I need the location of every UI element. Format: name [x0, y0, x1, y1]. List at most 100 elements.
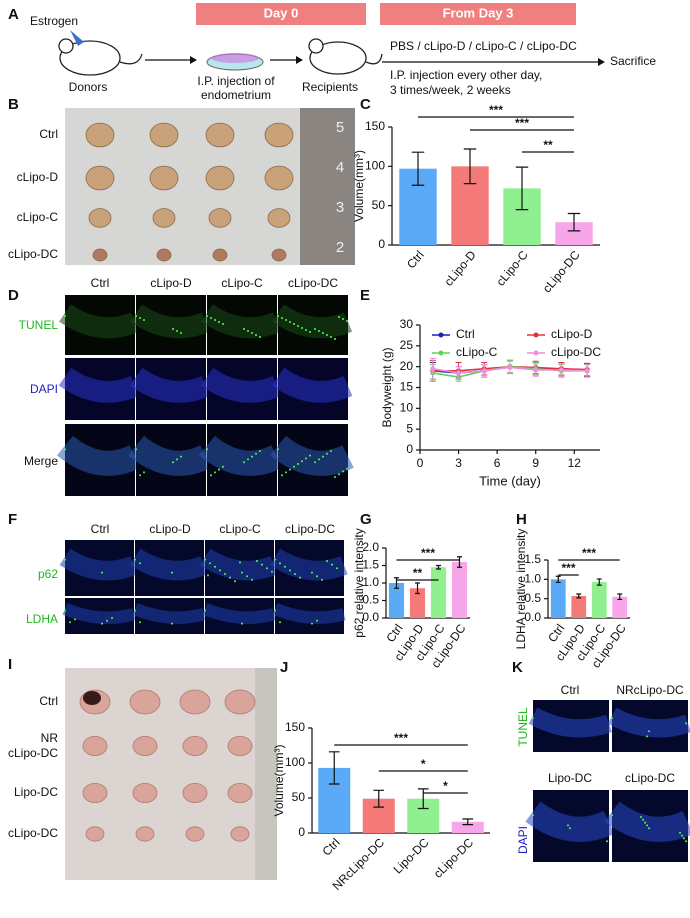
y-tick-label: 1.0	[362, 575, 379, 589]
signal	[218, 321, 220, 323]
ruler-label: 4	[336, 159, 344, 176]
y-axis-label: LDHA relative intensity	[514, 529, 528, 650]
signal	[642, 818, 644, 821]
signal	[135, 448, 137, 451]
legend-label: cLipo-D	[551, 327, 593, 341]
signal	[229, 576, 231, 579]
tissue	[205, 165, 235, 191]
signal	[214, 319, 216, 321]
signal	[277, 448, 279, 451]
column-label: cLipo-C	[221, 276, 263, 290]
signal	[679, 831, 681, 834]
x-tick-label: Lipo-DC	[391, 835, 432, 876]
error-bar	[435, 564, 442, 570]
signal	[111, 617, 113, 619]
signal	[180, 332, 182, 334]
tissue-band	[269, 435, 354, 476]
signal	[311, 622, 313, 625]
signal	[681, 834, 683, 837]
y-tick-label: 1.5	[362, 558, 379, 572]
tissue	[129, 689, 161, 715]
error-bar	[463, 148, 477, 185]
tissue	[85, 122, 115, 148]
tissue	[149, 122, 179, 148]
signal	[247, 330, 249, 332]
point	[584, 368, 590, 374]
x-tick-label: 9	[532, 456, 539, 470]
tissue-band	[202, 602, 276, 624]
micrographs	[59, 540, 348, 634]
signal	[334, 476, 336, 478]
y-tick-label: 150	[365, 119, 385, 133]
signal	[243, 461, 245, 464]
y-tick-label: 30	[400, 317, 414, 331]
tissue-band	[129, 367, 211, 403]
signal	[293, 323, 295, 325]
signal	[172, 461, 174, 464]
x-tick-label: cLipo-C	[493, 248, 531, 289]
bar	[555, 222, 593, 245]
tissue-band	[198, 435, 283, 476]
signal	[342, 318, 344, 320]
ruler-label: 2	[336, 239, 344, 256]
tissue-band	[59, 548, 138, 581]
significance-label: ***	[489, 103, 503, 117]
signal	[204, 609, 206, 612]
bar	[591, 582, 607, 618]
signal	[74, 618, 76, 621]
y-tick-label: 1.0	[524, 572, 541, 586]
signal	[314, 461, 316, 464]
signal	[207, 574, 209, 577]
signal	[644, 821, 646, 824]
signal	[326, 560, 328, 562]
signal	[683, 837, 685, 840]
error-bar	[515, 166, 529, 211]
signal	[135, 315, 137, 317]
signal	[139, 562, 141, 565]
signal	[611, 814, 613, 817]
treatments: PBS / cLipo-D / cLipo-C / cLipo-DC	[390, 39, 577, 53]
legend-marker	[438, 350, 444, 356]
tissue-band	[201, 304, 282, 339]
y-axis-label: p62 relative intensity	[352, 528, 366, 637]
signal	[171, 571, 173, 574]
error-bar	[417, 788, 429, 810]
tissue	[83, 691, 101, 705]
legend-marker	[533, 332, 539, 338]
significance-label: **	[543, 138, 553, 152]
column-label: cLipo-D	[150, 276, 192, 290]
signal	[311, 571, 313, 574]
signal	[204, 558, 206, 561]
y-tick-label: 0.5	[362, 593, 379, 607]
tissue	[208, 208, 232, 228]
error-bar	[596, 578, 602, 586]
row-label: cLipo-DC	[8, 826, 58, 840]
signal	[646, 735, 648, 738]
tissue	[179, 689, 211, 715]
panel-letter: F	[8, 511, 17, 528]
tissue	[182, 783, 208, 804]
signal	[214, 565, 216, 568]
signal	[279, 562, 281, 565]
error-bar	[373, 789, 385, 808]
signal	[214, 471, 216, 474]
donors: Donors	[69, 80, 108, 94]
row-label: cLipo-DC	[8, 746, 58, 760]
signal	[266, 567, 268, 570]
signal	[210, 317, 212, 319]
micrographs	[525, 700, 690, 862]
signal	[222, 323, 224, 325]
signal	[331, 563, 333, 566]
tissue	[132, 783, 158, 804]
tissue	[185, 826, 205, 842]
signal	[101, 622, 103, 625]
tissue	[156, 248, 172, 262]
signal	[143, 319, 145, 321]
y-tick-label: 50	[292, 790, 306, 804]
tissue	[149, 165, 179, 191]
y-tick-label: 0	[298, 825, 305, 839]
x-tick-label: 0	[417, 456, 424, 470]
signal	[255, 334, 257, 336]
injection: endometrium	[201, 88, 271, 102]
